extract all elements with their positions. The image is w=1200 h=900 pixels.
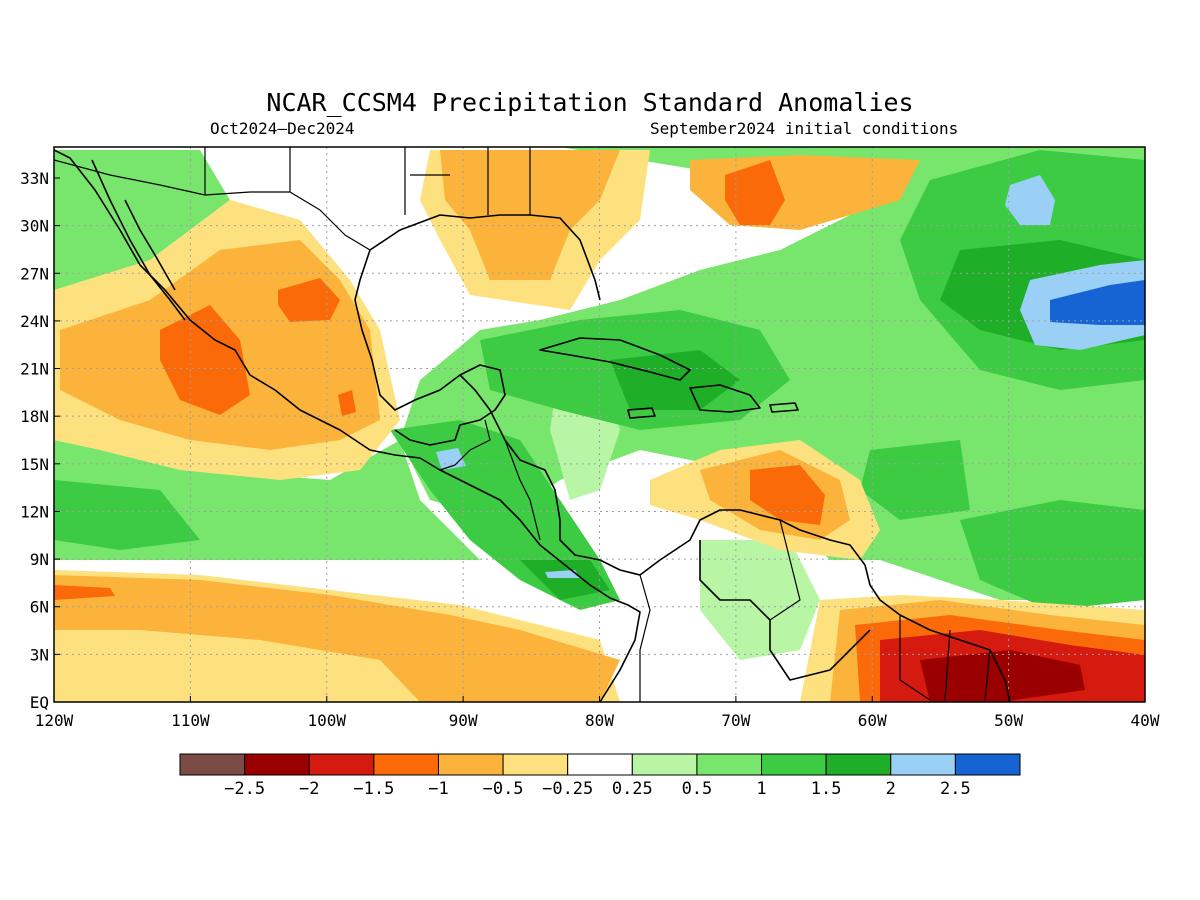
lat-tick-label: 33N [20,169,49,188]
legend-label: −1.5 [353,779,394,799]
legend-label: 2 [886,779,896,799]
anomaly-region-darkorange-central-mexico [278,278,340,322]
lat-tick-label: 6N [30,598,49,617]
legend-swatch [179,753,246,776]
lat-tick-label: 24N [20,312,49,331]
anomaly-region-darkorange-west-6n [54,585,115,600]
period-label: Oct2024–Dec2024 [210,119,355,138]
lat-tick-label: EQ [30,693,49,712]
lon-tick-label: 90W [449,711,478,730]
legend-label: 2.5 [940,779,971,799]
lat-tick-label: 27N [20,264,49,283]
legend-label: 0.5 [682,779,713,799]
legend-label: −2.5 [224,779,265,799]
coastlines [54,147,1011,702]
lat-tick-label: 30N [20,217,49,236]
anomaly-region-lightblue-guatemala [436,448,466,470]
legend-label: −0.25 [542,779,593,799]
anomaly-region-orange-south-pacific [54,575,620,702]
lat-tick-label: 3N [30,645,49,664]
lon-tick-label: 60W [858,711,887,730]
anomaly-region-darkorange-caribbean [750,465,825,525]
longitude-axis: 120W 110W 100W 90W 80W 70W 60W 50W 40W [35,696,1160,730]
anomaly-region-green-atlantic-south [960,500,1145,610]
anomaly-region-green-nw [54,150,230,290]
legend-swatch [890,753,956,776]
lat-tick-label: 12N [20,502,49,521]
anomaly-region-darkorange-small [338,390,356,416]
anomaly-region-darkorange-atlantic-north [725,160,785,225]
init-conditions-label: September2024 initial conditions [650,119,958,138]
lon-tick-label: 120W [35,711,74,730]
legend-swatch [825,753,892,776]
legend-swatch [308,753,375,776]
lat-tick-label: 21N [20,360,49,379]
color-legend: −2.5 −2 −1.5 −1 −0.5 −0.25 0.25 0.5 1 1.5 2 2.5 [179,753,1021,799]
lon-tick-label: 100W [307,711,346,730]
anomaly-region-lightblue-atlantic-north [1005,175,1055,225]
map-title: NCAR_CCSM4 Precipitation Standard Anomal… [266,88,913,117]
lon-tick-label: 50W [994,711,1023,730]
anomaly-region-darkgreen-pacific [520,560,610,600]
legend-swatch [761,753,827,776]
latitude-axis: 33N 30N 27N 24N 21N 18N 15N 12N 9N 6N 3N EQ [20,169,60,712]
legend-label: 1 [756,779,766,799]
anomaly-region-blue-atlantic [1050,280,1145,325]
legend-label: 0.25 [612,779,653,799]
anomaly-region-green-east-15n [860,440,970,520]
anomaly-region-lightgreen-southamerica [700,540,820,660]
anomaly-region-lightblue-costa-rica [545,570,580,578]
legend-swatch [244,753,310,776]
legend-label: −0.5 [483,779,524,799]
legend-swatch [437,753,504,776]
anomaly-region-green-west-12n [54,480,200,550]
lon-tick-label: 40W [1131,711,1160,730]
legend-swatch [373,753,439,776]
anomaly-region-darkgreen-antilles [610,350,740,410]
lon-tick-label: 70W [721,711,750,730]
lat-tick-label: 9N [30,550,49,569]
lat-tick-label: 18N [20,407,49,426]
legend-swatch [502,753,569,776]
lon-tick-label: 110W [171,711,210,730]
legend-label: 1.5 [811,779,842,799]
legend-label: −1 [428,779,448,799]
lat-tick-label: 15N [20,455,49,474]
legend-swatch [631,753,698,776]
map-area [54,147,1145,702]
lon-tick-label: 80W [585,711,614,730]
anomaly-region-darkorange-baja [160,305,250,415]
legend-swatch [567,753,633,776]
legend-swatch [696,753,763,776]
legend-swatch [954,753,1021,776]
legend-label: −2 [299,779,319,799]
